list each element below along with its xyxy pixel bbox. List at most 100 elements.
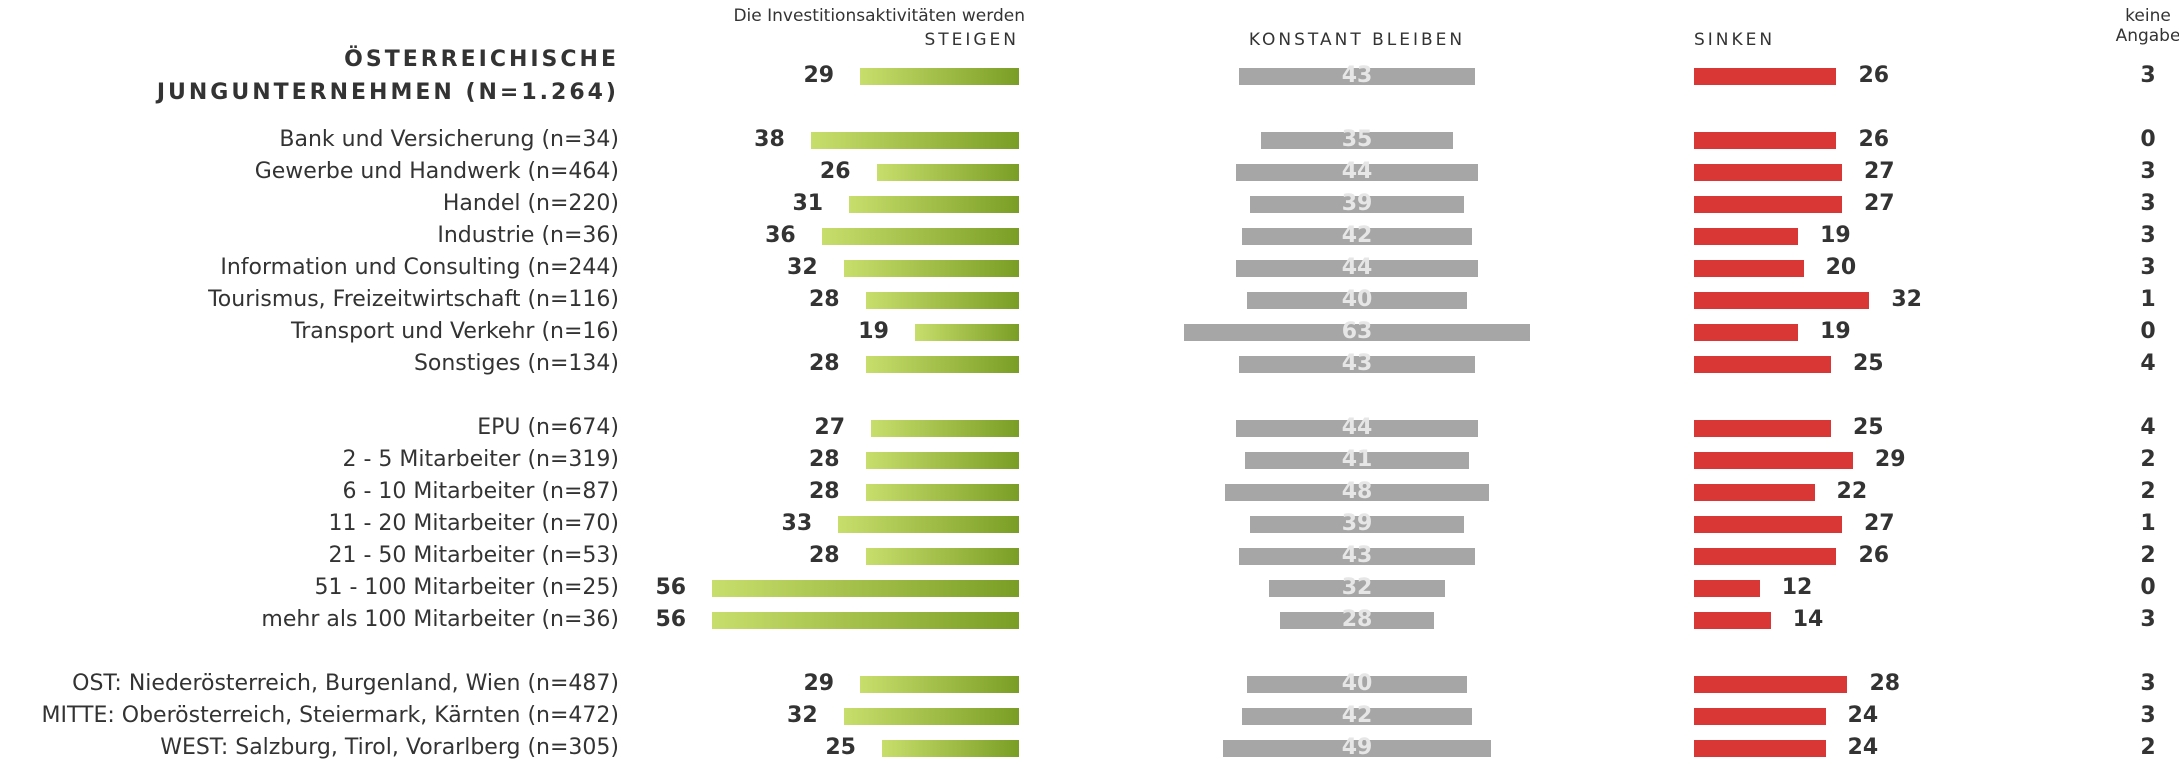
bar xyxy=(821,227,1019,245)
bar xyxy=(1694,739,1826,757)
category-label: 51 - 100 Mitarbeiter (n=25) xyxy=(314,574,620,600)
value-label: 27 xyxy=(1863,158,1895,184)
category-label: Tourismus, Freizeitwirtschaft (n=116) xyxy=(208,286,619,312)
bar xyxy=(1694,451,1853,469)
category-label: Sonstiges (n=134) xyxy=(413,350,619,376)
value-label: 32 xyxy=(787,702,818,728)
value-label: 42 xyxy=(1341,702,1373,728)
value-label: 24 xyxy=(1847,734,1879,760)
bar xyxy=(871,419,1019,437)
bar xyxy=(1247,291,1467,309)
bar xyxy=(865,355,1019,373)
value-label: 26 xyxy=(1858,126,1890,152)
category-label: ÖSTERREICHISCHE JUNGUNTERNEHMEN (N=1.264… xyxy=(156,47,619,105)
bar xyxy=(860,675,1019,693)
bar xyxy=(1694,291,1870,309)
bar xyxy=(1239,355,1475,373)
value-label: 4 xyxy=(2140,414,2156,440)
value-label: 56 xyxy=(655,574,687,600)
value-label: 25 xyxy=(825,734,856,760)
value-label: 28 xyxy=(808,446,840,472)
bar xyxy=(843,259,1019,277)
value-label: 39 xyxy=(1341,190,1373,216)
bar xyxy=(1261,131,1453,149)
bar xyxy=(1694,131,1837,149)
bar xyxy=(1694,355,1831,373)
value-label: 41 xyxy=(1341,446,1373,472)
bar xyxy=(865,291,1019,309)
value-label: 3 xyxy=(2140,670,2156,696)
value-label: 2 xyxy=(2140,542,2156,568)
value-label: 44 xyxy=(1341,158,1373,184)
value-label: 3 xyxy=(2140,62,2156,88)
bar xyxy=(712,579,1019,597)
value-label: 28 xyxy=(1869,670,1901,696)
bar xyxy=(1694,67,1837,85)
value-label: 0 xyxy=(2140,318,2156,344)
value-label: 4 xyxy=(2140,350,2156,376)
legend-entry: SINKEN xyxy=(1694,30,1776,50)
category-label: Transport und Verkehr (n=16) xyxy=(290,318,619,344)
value-label: 43 xyxy=(1341,62,1373,88)
value-label: 1 xyxy=(2140,510,2156,536)
bar xyxy=(1694,259,1804,277)
legend-entry: KONSTANT BLEIBEN xyxy=(1248,30,1466,50)
value-label: 27 xyxy=(1863,190,1895,216)
bar xyxy=(1694,419,1831,437)
value-label: 40 xyxy=(1341,286,1373,312)
bar xyxy=(1280,611,1434,629)
category-label: Industrie (n=36) xyxy=(437,222,619,248)
value-label: 28 xyxy=(808,350,840,376)
value-label: 40 xyxy=(1341,670,1373,696)
value-label: 3 xyxy=(2140,606,2156,632)
value-label: 19 xyxy=(858,318,889,344)
value-label: 36 xyxy=(765,222,796,248)
value-label: 19 xyxy=(1820,318,1851,344)
bar xyxy=(882,739,1019,757)
bar xyxy=(1694,323,1799,341)
value-label: 44 xyxy=(1341,414,1373,440)
bar xyxy=(865,547,1019,565)
value-label: 3 xyxy=(2140,190,2156,216)
bar xyxy=(1694,579,1760,597)
value-label: 22 xyxy=(1836,478,1868,504)
bar xyxy=(1241,227,1473,245)
legend-entry: STEIGEN xyxy=(924,30,1019,50)
bar xyxy=(876,163,1019,181)
category-label: 2 - 5 Mitarbeiter (n=319) xyxy=(342,446,619,472)
bar xyxy=(1694,547,1837,565)
value-label: 2 xyxy=(2140,478,2156,504)
bar xyxy=(1236,163,1478,181)
bar xyxy=(1222,739,1492,757)
value-label: 1 xyxy=(2140,286,2156,312)
value-label: 27 xyxy=(1863,510,1895,536)
value-label: 31 xyxy=(792,190,824,216)
bar xyxy=(712,611,1019,629)
value-label: 19 xyxy=(1820,222,1851,248)
value-label: 24 xyxy=(1847,702,1879,728)
category-label: Gewerbe und Handwerk (n=464) xyxy=(254,158,619,184)
bar xyxy=(860,67,1019,85)
value-label: 12 xyxy=(1781,574,1813,600)
value-label: 0 xyxy=(2140,574,2156,600)
bar xyxy=(1236,259,1478,277)
bar xyxy=(1184,323,1530,341)
value-label: 39 xyxy=(1341,510,1373,536)
bar xyxy=(1694,515,1842,533)
value-label: 28 xyxy=(808,542,840,568)
value-label: 29 xyxy=(803,62,835,88)
bar xyxy=(1236,419,1478,437)
bar xyxy=(1241,707,1473,725)
value-label: 26 xyxy=(1858,62,1890,88)
value-label: 29 xyxy=(1874,446,1906,472)
bar xyxy=(914,323,1019,341)
bar xyxy=(838,515,1019,533)
value-label: 38 xyxy=(754,126,785,152)
bar xyxy=(1694,227,1799,245)
bar xyxy=(810,131,1019,149)
bar xyxy=(1694,675,1848,693)
value-label: 63 xyxy=(1341,318,1373,344)
bar xyxy=(1694,195,1842,213)
value-label: 42 xyxy=(1341,222,1373,248)
